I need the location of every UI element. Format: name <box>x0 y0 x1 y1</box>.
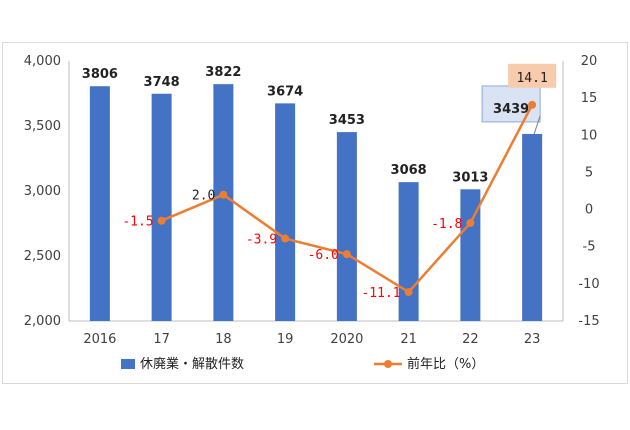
right-tick-label: -5 <box>583 240 596 255</box>
bar <box>213 84 234 321</box>
right-tick-label: 0 <box>585 203 593 218</box>
x-tick-label: 23 <box>524 332 541 347</box>
line-value-label: 2.0 <box>192 189 215 204</box>
x-tick-label: 22 <box>462 332 479 347</box>
line-point <box>157 216 166 225</box>
x-tick-label: 19 <box>277 332 294 347</box>
bar <box>151 93 172 321</box>
left-tick-label: 4,000 <box>24 54 61 69</box>
x-tick-label: 17 <box>153 332 170 347</box>
bar-value-label: 3822 <box>205 65 241 80</box>
left-y-axis: 2,000 2,500 3,000 3,500 4,000 <box>24 54 70 329</box>
bar-value-label: 3439 <box>493 102 529 117</box>
line-point <box>528 100 537 109</box>
line-value-label: -1.8 <box>431 217 462 232</box>
right-tick-label: -15 <box>578 314 599 329</box>
legend-bar-label: 休廃業・解散件数 <box>140 356 244 372</box>
right-y-axis: -15 -10 -5 0 5 10 15 20 <box>562 54 600 329</box>
legend-line-label: 前年比（%） <box>407 356 484 372</box>
right-tick-label: 5 <box>585 165 593 180</box>
bar-value-label: 3674 <box>267 84 303 99</box>
dual-axis-chart: 2,000 2,500 3,000 3,500 4,000 -15 -10 -5 0 5 10 15… <box>24 54 600 372</box>
bar-value-label: 3013 <box>452 170 488 185</box>
left-tick-label: 2,500 <box>24 249 61 264</box>
right-tick-label: -10 <box>578 277 599 292</box>
line-value-label: -6.0 <box>308 248 339 263</box>
bar-series <box>89 84 543 321</box>
bar-value-label: 3068 <box>391 163 427 178</box>
line-point <box>342 250 351 259</box>
legend: 休廃業・解散件数 前年比（%） <box>121 356 484 372</box>
left-tick-label: 3,000 <box>24 184 61 199</box>
line-point <box>281 234 290 243</box>
left-tick-label: 3,500 <box>24 119 61 134</box>
highlight-line-label-box <box>508 63 557 88</box>
line-value-label: -11.1 <box>361 286 400 301</box>
left-tick-label: 2,000 <box>24 314 61 329</box>
right-tick-label: 10 <box>581 128 598 143</box>
line-value-label: -1.5 <box>122 215 153 230</box>
line-value-label: -3.9 <box>246 233 277 248</box>
bar-label-leader <box>533 115 541 135</box>
bar-data-labels: 3806 3748 3822 3674 3453 3068 3013 3439 <box>82 65 541 185</box>
line-value-label: 14.1 <box>516 71 547 86</box>
bar-value-label: 3748 <box>144 75 180 90</box>
bar-value-label: 3806 <box>82 67 118 82</box>
bar <box>398 182 419 321</box>
right-tick-label: 15 <box>581 91 598 106</box>
x-tick-label: 2020 <box>330 332 363 347</box>
line-point <box>404 288 413 297</box>
line-point <box>219 190 228 199</box>
legend-line-marker <box>384 360 392 368</box>
x-axis: 2016 17 18 19 2020 21 22 23 <box>69 320 563 347</box>
bar-value-label: 3453 <box>329 113 365 128</box>
line-data-labels: -1.5 2.0 -3.9 -6.0 -11.1 -1.8 14.1 <box>122 63 557 301</box>
legend-bar-swatch <box>121 359 135 369</box>
bar <box>336 132 357 321</box>
bar <box>89 86 110 321</box>
bar <box>460 189 481 321</box>
line-series <box>157 100 537 297</box>
x-tick-label: 21 <box>400 332 417 347</box>
x-tick-label: 2016 <box>83 332 116 347</box>
line-point <box>466 218 475 227</box>
right-tick-label: 20 <box>581 54 598 69</box>
x-tick-label: 18 <box>215 332 232 347</box>
chart-frame: 2,000 2,500 3,000 3,500 4,000 -15 -10 -5 0 5 10 15… <box>2 42 628 384</box>
bar <box>275 103 296 321</box>
bar <box>522 133 543 321</box>
